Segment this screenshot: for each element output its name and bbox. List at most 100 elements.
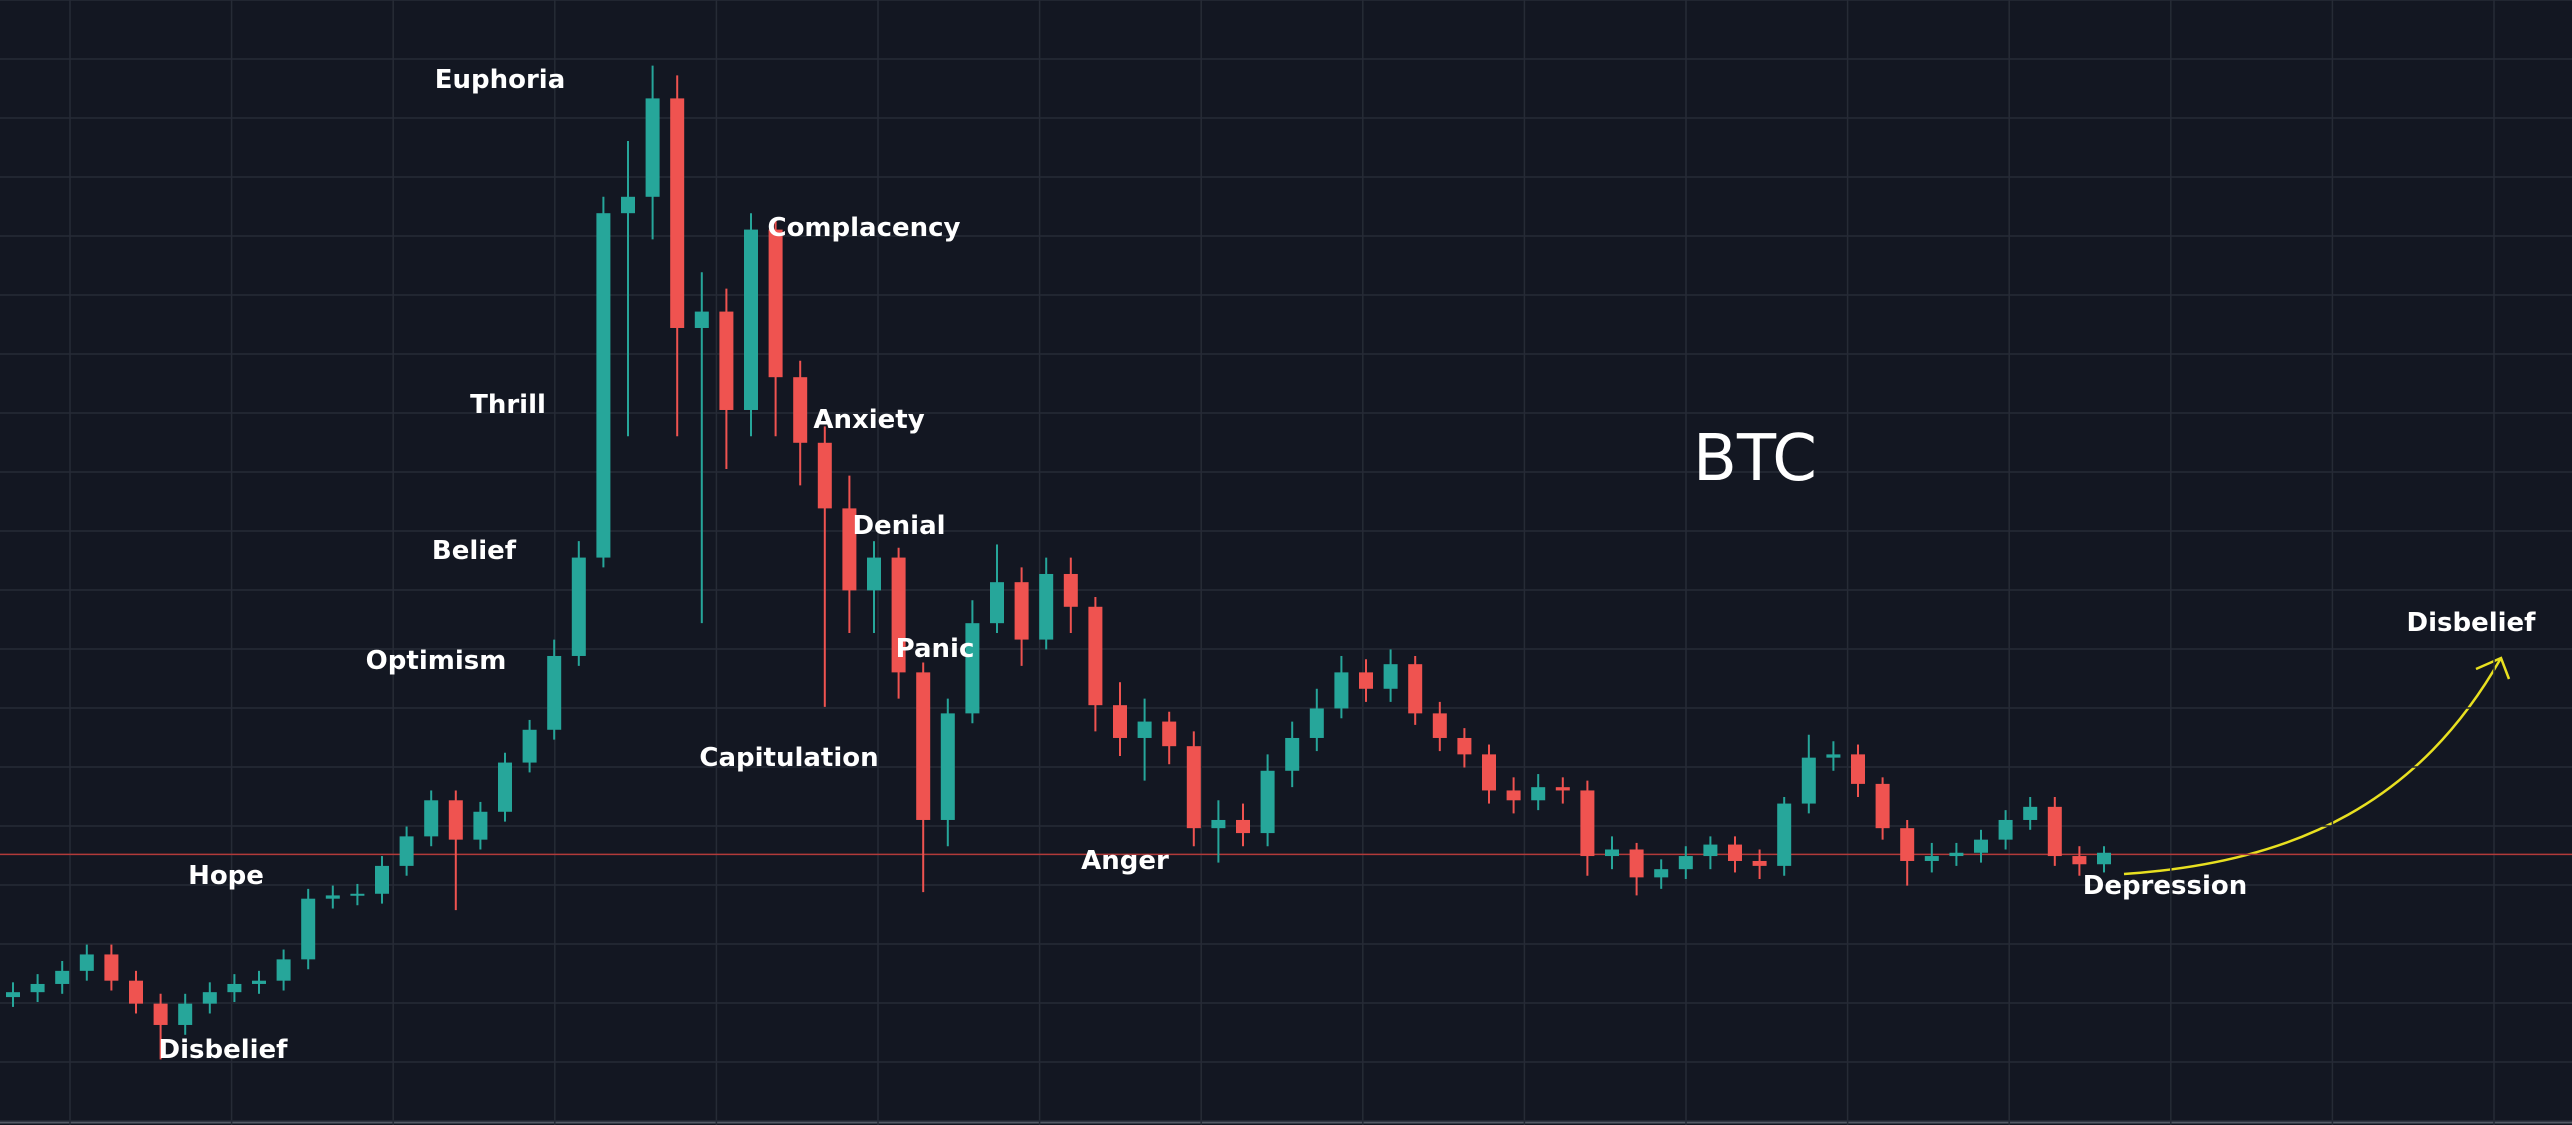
candle-body [498, 762, 512, 812]
candle-body [940, 713, 955, 820]
phase-label: Disbelief [158, 1035, 288, 1065]
candle-body [202, 992, 217, 1004]
candle-body [1137, 721, 1152, 738]
candle-body [891, 557, 906, 673]
candle-body [1801, 757, 1816, 804]
candle-body [1678, 856, 1693, 870]
candle-body [1457, 737, 1472, 755]
phase-label: Denial [852, 511, 946, 541]
candle-body [645, 98, 660, 197]
candle-body [694, 311, 709, 328]
candle-body [596, 213, 611, 558]
candle-body [1014, 582, 1029, 640]
candle-body [375, 865, 389, 894]
candle-body [473, 811, 488, 840]
candle-body [1113, 705, 1127, 738]
candle-body [424, 800, 439, 837]
candle-body [153, 1003, 168, 1025]
arrow-head [2475, 656, 2511, 680]
candle-body [1162, 721, 1177, 747]
candle-body [350, 893, 365, 896]
candle-body [30, 983, 45, 993]
candle-body [1531, 787, 1546, 801]
phase-label: Panic [895, 634, 975, 664]
candle-body [1039, 573, 1054, 640]
candle-body [547, 655, 562, 730]
candle-body [990, 582, 1004, 624]
candle-body [1826, 754, 1841, 758]
candle-body [1605, 849, 1619, 857]
candle-body [670, 98, 685, 328]
candle-body [1506, 790, 1521, 801]
candle-body [55, 970, 70, 984]
candle-body [104, 954, 119, 981]
candle-body [1408, 664, 1423, 714]
candle-body [1359, 672, 1373, 689]
candle-body [1236, 819, 1250, 834]
candle-body [276, 959, 291, 981]
candle-body [1777, 803, 1792, 866]
candle-body [817, 442, 832, 509]
candle-body [1088, 606, 1103, 706]
phase-label: Disbelief [2406, 608, 2536, 638]
candle-body [522, 729, 537, 763]
candle-body [1703, 844, 1718, 857]
candle-body [2023, 806, 2038, 820]
candle-body [1752, 860, 1767, 866]
candle-body [1851, 754, 1865, 784]
phase-label: Depression [2082, 871, 2248, 901]
phase-label: Anxiety [813, 405, 925, 435]
candle-body [1285, 737, 1300, 771]
candle-body [178, 1003, 193, 1025]
candle-body [744, 229, 758, 410]
candle-body [1186, 746, 1201, 829]
phase-label: Capitulation [699, 743, 879, 773]
candle-body [252, 980, 266, 984]
candle-body [1924, 856, 1939, 861]
candle-body [1063, 573, 1078, 607]
candle-body [2072, 856, 2087, 865]
phase-label: Belief [431, 536, 517, 566]
phase-label: Complacency [767, 213, 961, 243]
phase-label: Thrill [470, 390, 546, 420]
candle-body [793, 377, 808, 443]
candle-body [1875, 783, 1890, 829]
candle-body [325, 895, 340, 899]
candle-body [1580, 790, 1595, 857]
candle-body [965, 623, 980, 714]
candle-body [1555, 787, 1570, 791]
candle-body [1334, 672, 1349, 709]
candle-body [2047, 806, 2062, 857]
candle-body [227, 983, 242, 993]
candle-body [6, 992, 20, 998]
candle-body [1974, 839, 1988, 853]
phase-label: Optimism [365, 646, 507, 676]
candle-body [916, 672, 931, 820]
candle-body [1728, 844, 1742, 861]
phase-label: Hope [188, 861, 264, 891]
arrow-curve [2123, 657, 2503, 876]
candle-body [129, 980, 143, 1004]
candle-body [1998, 819, 2013, 840]
candle-body [1383, 664, 1398, 689]
candle-body [768, 229, 783, 378]
candle-body [79, 954, 94, 971]
candle-body [301, 898, 316, 960]
candle-body [621, 196, 635, 214]
candle-body [1654, 869, 1669, 878]
candle-body [1900, 828, 1915, 861]
candle-body [571, 557, 586, 656]
candle-body [1309, 708, 1324, 738]
candle-body [399, 836, 414, 866]
candle-body [867, 557, 881, 591]
candle-body [1949, 852, 1964, 857]
candle-body [1432, 713, 1447, 738]
candle-body [719, 311, 734, 410]
candle-body [2097, 852, 2111, 865]
candle-body [1482, 754, 1496, 791]
candle-body [1260, 770, 1275, 834]
phase-label: Euphoria [434, 65, 566, 95]
candle-body [1211, 819, 1226, 829]
